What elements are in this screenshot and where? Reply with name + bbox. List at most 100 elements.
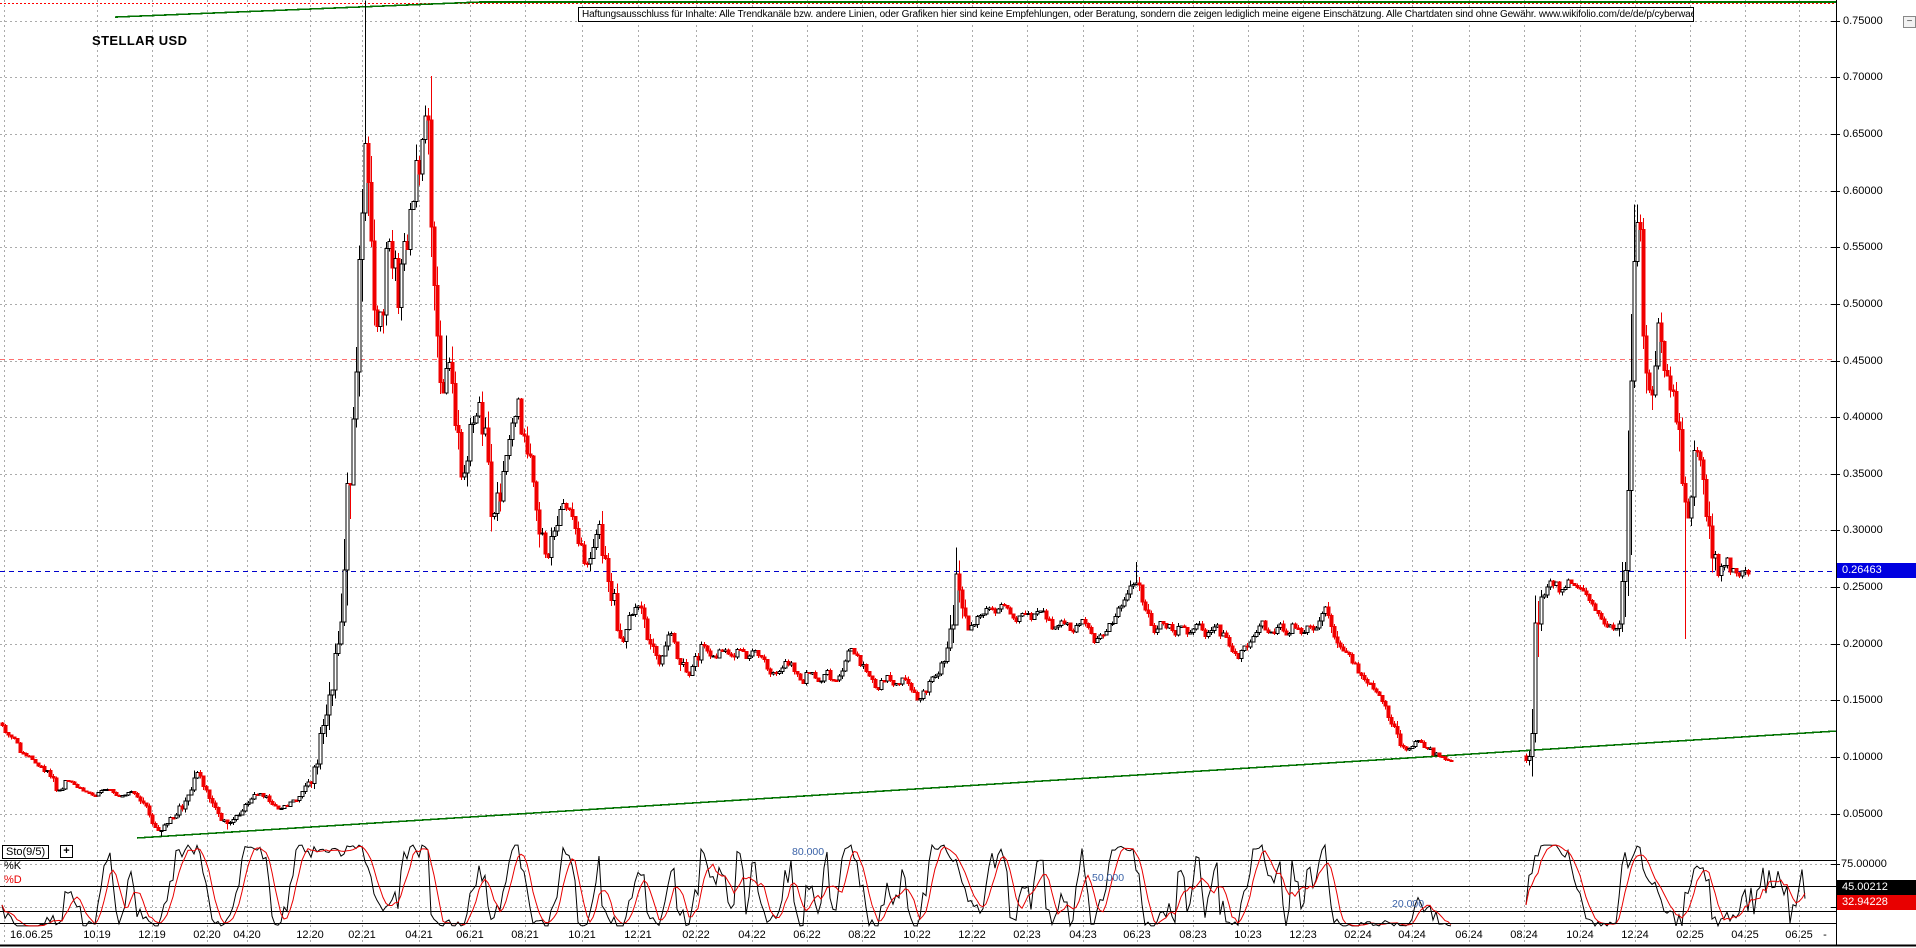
candle-body [219, 812, 224, 821]
candle-body [867, 670, 872, 677]
candle-body [1362, 675, 1367, 681]
stochastic-axis-label-75: 75.00000 [1841, 858, 1887, 870]
candle-body [675, 641, 680, 660]
candle-body [1644, 335, 1649, 374]
candle-body [573, 516, 578, 530]
candle-body [1158, 621, 1163, 630]
candle-body [72, 781, 77, 786]
candle-body [1689, 496, 1694, 519]
candle-body [1698, 451, 1703, 461]
candle-body [1545, 586, 1550, 596]
candle-body [765, 658, 770, 670]
candle-body [747, 655, 752, 659]
candle-body [1161, 621, 1166, 624]
candle-body [1242, 645, 1247, 651]
candle-body [1530, 732, 1535, 758]
candle-body [1677, 421, 1682, 431]
time-axis-label: 08.22 [848, 929, 876, 941]
price-axis-label: 0.60000 [1843, 184, 1883, 197]
candle-body [360, 212, 365, 261]
candle-body [510, 422, 515, 441]
candle-body [138, 796, 143, 802]
candle-body [1230, 645, 1235, 653]
candle-body [243, 803, 248, 812]
candle-body [1374, 688, 1379, 693]
candle-body [399, 263, 404, 308]
time-axis-label: 08.24 [1510, 929, 1538, 941]
candle-body [954, 573, 959, 626]
candle-body [366, 143, 371, 184]
candle-body [1032, 613, 1037, 620]
price-axis-label: 0.20000 [1843, 637, 1883, 650]
candle-body [3, 725, 8, 733]
candle-body [1701, 459, 1706, 481]
candle-body [189, 789, 194, 796]
candle-body [792, 662, 797, 672]
stochastic-k-legend: %K [4, 860, 22, 872]
candle-body [1695, 449, 1700, 453]
candle-body [423, 115, 428, 141]
candle-body [327, 694, 332, 716]
candle-body [462, 472, 467, 478]
candle-body [816, 677, 821, 683]
candle-body [1668, 375, 1673, 391]
candle-body [1389, 716, 1394, 725]
candle-body [135, 792, 140, 798]
candle-body [852, 648, 857, 655]
candle-body [1437, 752, 1442, 758]
candle-body [1320, 613, 1325, 622]
candle-body [1635, 221, 1640, 263]
candle-body [678, 658, 683, 666]
time-axis-label: 04.24 [1398, 929, 1426, 941]
candle-body [804, 671, 809, 684]
candle-body [1299, 627, 1304, 634]
candle-body [702, 643, 707, 647]
candle-body [345, 483, 350, 571]
candle-body [435, 285, 440, 337]
indicator-settings-label[interactable]: Sto(9/5) [2, 845, 50, 859]
candle-body [123, 794, 128, 797]
candle-body [750, 650, 755, 657]
candle-body [1107, 623, 1112, 633]
candle-body [1581, 587, 1586, 592]
indicator-expand-button[interactable]: + [60, 845, 73, 858]
candle-body [1410, 746, 1415, 750]
candle-body [0, 722, 5, 727]
candle-body [642, 607, 647, 620]
candle-body [174, 814, 179, 819]
candle-body [453, 383, 458, 427]
candle-body [150, 814, 155, 824]
candle-body [549, 535, 554, 559]
candle-body [333, 653, 338, 691]
candle-body [780, 667, 785, 672]
candle-body [501, 470, 506, 502]
candle-body [1011, 613, 1016, 619]
candle-body [33, 758, 38, 764]
candle-body [1680, 429, 1685, 484]
candle-body [579, 542, 584, 546]
candle-body [762, 656, 767, 660]
candle-body [627, 614, 632, 631]
candle-body [513, 415, 518, 424]
stochastic-k-value-box: 45.00212 [1837, 880, 1916, 895]
candle-body [297, 796, 302, 801]
candle-body [879, 680, 884, 691]
candle-body [267, 795, 272, 802]
candle-body [1266, 629, 1271, 633]
candle-body [591, 547, 596, 560]
candle-body [1155, 628, 1160, 634]
trendline [114, 1, 481, 18]
candle-body [1335, 636, 1340, 644]
candle-body [1341, 646, 1346, 652]
collapse-chart-button[interactable]: − [1903, 16, 1916, 28]
price-axis-label: 0.55000 [1843, 241, 1883, 254]
candle-body [315, 763, 320, 768]
candle-body [60, 788, 65, 791]
price-axis-label: 0.50000 [1843, 297, 1883, 310]
candle-body [75, 784, 80, 788]
candle-body [504, 455, 509, 472]
candle-body [1557, 581, 1562, 593]
candle-body [981, 613, 986, 617]
candle-body [1044, 610, 1049, 620]
